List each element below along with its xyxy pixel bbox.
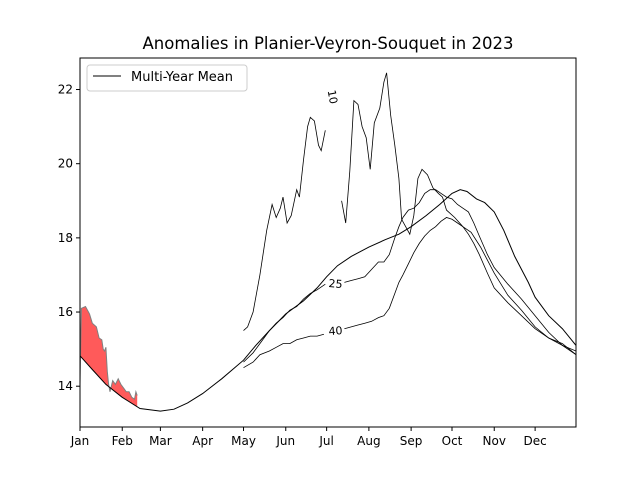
chart-title: Anomalies in Planier-Veyron-Souquet in 2… — [143, 34, 514, 53]
percentile-10-line — [243, 116, 326, 331]
percentile-40-line — [243, 333, 325, 369]
percentile-40-line-continued — [344, 217, 576, 356]
x-tick-label: May — [231, 434, 256, 448]
y-tick-label: 22 — [58, 83, 73, 97]
x-tick-label: Sep — [400, 434, 423, 448]
x-tick-label: Mar — [149, 434, 172, 448]
percentile-40-label: 40 — [328, 324, 343, 338]
percentile-25-label: 25 — [328, 277, 343, 291]
x-tick-label: Nov — [483, 434, 506, 448]
percentile-10-line-continued — [341, 72, 576, 356]
percentile-10-label: 10 — [325, 89, 340, 105]
x-tick-label: Jun — [275, 434, 295, 448]
plot-frame — [79, 57, 577, 428]
y-tick-label: 20 — [58, 157, 73, 171]
anomaly-fill-area — [80, 306, 138, 407]
x-tick-label: Oct — [442, 434, 463, 448]
percentile-25-line-continued — [344, 189, 576, 352]
anomaly-fill-layer — [80, 306, 138, 407]
series-line-layer — [80, 72, 576, 412]
x-tick-label: Aug — [357, 434, 380, 448]
y-tick-label: 18 — [58, 231, 73, 245]
legend-box — [86, 64, 248, 92]
x-tick-label: Feb — [112, 434, 133, 448]
legend: Multi-Year Mean — [86, 64, 248, 92]
observed-2023-line — [80, 305, 138, 401]
x-tick-label: Apr — [192, 434, 213, 448]
x-tick-label: Jan — [70, 434, 90, 448]
x-tick-label: Dec — [524, 434, 547, 448]
legend-label-multi-year-mean: Multi-Year Mean — [131, 70, 233, 85]
x-axis: Jan Feb Mar Apr May Jun Jul Aug Sep Oct Nov Dec — [70, 427, 547, 448]
y-axis: 14 16 18 20 22 — [58, 83, 80, 393]
y-tick-label: 14 — [58, 379, 73, 393]
x-tick-label: Jul — [318, 434, 333, 448]
y-tick-label: 16 — [58, 305, 73, 319]
percentile-label-layer: 10 25 40 — [325, 89, 343, 338]
multi-year-mean-line — [80, 189, 576, 412]
